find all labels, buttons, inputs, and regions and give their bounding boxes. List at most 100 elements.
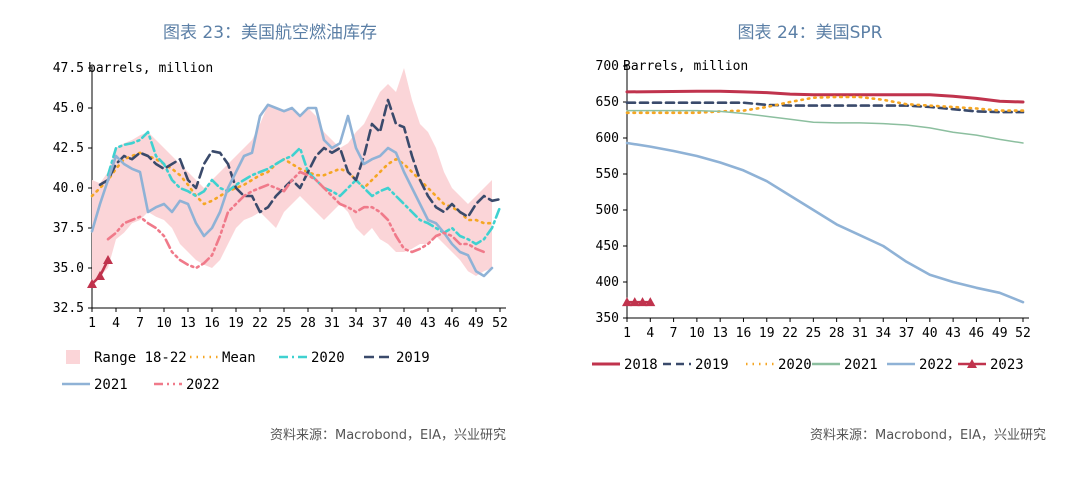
chart1-plot-area xyxy=(87,68,502,288)
chart2-x-tick-label: 43 xyxy=(945,326,961,341)
chart2-legend-item-2018: 2018 xyxy=(592,357,658,373)
chart1-x-tick-label: 37 xyxy=(372,316,388,331)
chart2-x-tick-label: 34 xyxy=(875,326,891,341)
chart1-x-tick-label: 16 xyxy=(204,316,220,331)
chart2-axes: 350 400 450 500 550 600 650 700 1 4 7 10 13 16 19 22 25 2… xyxy=(596,59,1031,341)
chart1-x-tick-label: 28 xyxy=(300,316,316,331)
chart1-legend-item-2020: 2020 xyxy=(279,350,345,366)
chart2-point-2023 xyxy=(645,297,656,307)
chart1-axes: 32.5 35.0 37.5 40.0 42.5 45.0 47.5 1 4 7 10 13 16 19 2… xyxy=(53,61,508,331)
chart2-series-2021 xyxy=(626,109,1024,144)
chart1-legend: Range 18-22 Mean 2020 2019 2021 2022 xyxy=(62,350,430,393)
chart1-y-tick-label: 47.5 xyxy=(53,61,84,76)
chart2-x-tick-label: 19 xyxy=(759,326,775,341)
chart1-legend-label: 2022 xyxy=(186,377,220,393)
chart2-x-tick-label: 1 xyxy=(623,326,631,341)
chart2-legend-label: 2020 xyxy=(778,357,812,373)
chart1-point-2023 xyxy=(95,271,105,280)
chart1-legend-item-2019: 2019 xyxy=(364,350,430,366)
chart1-legend-swatch xyxy=(66,350,80,364)
chart1-x-tick-label: 46 xyxy=(444,316,460,331)
chart2-y-tick-label: 450 xyxy=(596,239,619,254)
chart1-series-2020 xyxy=(106,130,502,246)
chart2-x-tick-label: 10 xyxy=(689,326,705,341)
chart2-legend-item-2023: 2023 xyxy=(958,357,1024,373)
chart2-x-tick-label: 22 xyxy=(782,326,798,341)
chart1-x-tick-label: 19 xyxy=(228,316,244,331)
chart2-y-tick-label: 400 xyxy=(596,275,619,290)
chart1-x-tick-label: 10 xyxy=(156,316,172,331)
chart1-legend-label: 2021 xyxy=(94,377,128,393)
chart2-x-tick-label: 52 xyxy=(1015,326,1031,341)
chart1-y-tick-label: 45.0 xyxy=(53,101,84,116)
chart2-legend-label: 2019 xyxy=(695,357,729,373)
chart1-x-tick-label: 22 xyxy=(252,316,268,331)
chart1-y-tick-label: 32.5 xyxy=(53,301,84,316)
chart1-x-tick-label: 31 xyxy=(324,316,340,331)
chart2-legend-label: 2018 xyxy=(624,357,658,373)
chart1-y-tick-label: 35.0 xyxy=(53,261,84,276)
chart1-x-tick-label: 34 xyxy=(348,316,364,331)
chart2-y-tick-label: 500 xyxy=(596,203,619,218)
chart1-legend-label: Mean xyxy=(222,350,256,366)
chart1-x-tick-label: 52 xyxy=(492,316,508,331)
chart1-legend-item-mean: Mean xyxy=(190,350,256,366)
chart2-point-2023 xyxy=(637,297,648,307)
chart1-y-tick-label: 40.0 xyxy=(53,181,84,196)
chart2-x-tick-label: 37 xyxy=(899,326,915,341)
chart2-legend-label: 2022 xyxy=(919,357,953,373)
chart2-legend-item-2019: 2019 xyxy=(663,357,729,373)
chart-right: 350 400 450 500 550 600 650 700 1 4 7 10 13 16 19 22 25 2… xyxy=(592,59,1031,373)
right-chart-title: 图表 24：美国SPR xyxy=(737,23,883,43)
chart1-y-tick-label: 42.5 xyxy=(53,141,84,156)
chart2-legend-label: 2021 xyxy=(844,357,878,373)
chart1-point-2023 xyxy=(87,279,97,288)
chart2-x-tick-label: 46 xyxy=(969,326,985,341)
chart2-legend-item-2021: 2021 xyxy=(812,357,878,373)
chart2-x-tick-label: 49 xyxy=(992,326,1008,341)
chart2-legend-marker xyxy=(967,359,977,368)
chart1-x-tick-label: 13 xyxy=(180,316,196,331)
chart1-series-2022 xyxy=(106,170,486,270)
chart2-y-tick-label: 550 xyxy=(596,167,619,182)
chart1-range-band xyxy=(92,68,492,284)
chart1-unit-label: barrels, million xyxy=(88,61,213,76)
chart2-legend: 2018 2019 2020 2021 2022 2023 xyxy=(592,357,1024,373)
chart1-series-2019 xyxy=(98,98,502,219)
chart1-x-tick-label: 4 xyxy=(112,316,120,331)
left-source-note: 资料来源：Macrobond，EIA，兴业研究 xyxy=(270,428,506,443)
chart2-y-tick-label: 650 xyxy=(596,95,619,110)
chart2-series-2022 xyxy=(625,141,1025,304)
chart2-legend-item-2022: 2022 xyxy=(887,357,953,373)
chart1-series-2021 xyxy=(90,103,494,278)
chart2-y-tick-label: 700 xyxy=(596,59,619,74)
chart1-legend-item-range-18-22: Range 18-22 xyxy=(66,350,187,366)
chart1-point-2023 xyxy=(103,255,113,264)
chart1-x-tick-label: 7 xyxy=(136,316,144,331)
chart2-point-2023 xyxy=(622,297,632,307)
chart1-x-tick-label: 25 xyxy=(276,316,292,331)
chart2-x-tick-label: 13 xyxy=(712,326,728,341)
left-chart-title: 图表 23：美国航空燃油库存 xyxy=(162,23,378,43)
chart2-unit-label: Barrels, million xyxy=(623,59,748,74)
chart2-x-tick-label: 40 xyxy=(922,326,938,341)
chart1-series-mean xyxy=(90,151,494,225)
chart2-y-tick-label: 600 xyxy=(596,131,619,146)
chart2-x-tick-label: 28 xyxy=(829,326,845,341)
chart1-x-tick-label: 40 xyxy=(396,316,412,331)
chart2-x-tick-label: 4 xyxy=(646,326,654,341)
chart1-y-tick-label: 37.5 xyxy=(53,221,84,236)
chart2-x-tick-label: 31 xyxy=(852,326,868,341)
chart1-legend-item-2022: 2022 xyxy=(154,377,220,393)
chart2-x-tick-label: 7 xyxy=(670,326,678,341)
right-source-note: 资料来源：Macrobond，EIA，兴业研究 xyxy=(810,428,1046,443)
chart1-x-tick-label: 43 xyxy=(420,316,436,331)
chart2-series-2020 xyxy=(625,95,1025,115)
chart1-legend-label: Range 18-22 xyxy=(94,350,187,366)
chart2-legend-item-2020: 2020 xyxy=(746,357,812,373)
chart1-legend-item-2021: 2021 xyxy=(62,377,128,393)
chart-left: 32.5 35.0 37.5 40.0 42.5 45.0 47.5 1 4 7 10 13 16 19 2… xyxy=(53,61,508,393)
chart1-legend-label: 2020 xyxy=(311,350,345,366)
chart2-y-tick-label: 350 xyxy=(596,311,619,326)
chart1-x-tick-label: 49 xyxy=(468,316,484,331)
